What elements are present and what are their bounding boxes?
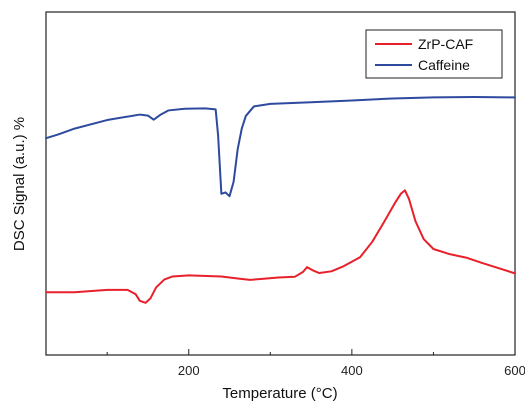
legend-label-caffeine: Caffeine xyxy=(418,57,470,73)
x-tick-label: 400 xyxy=(341,363,363,378)
x-axis-ticks xyxy=(188,349,516,355)
plot-area-frame xyxy=(45,11,516,356)
legend-label-zrp-caf: ZrP-CAF xyxy=(418,36,473,52)
x-tick-label: 600 xyxy=(504,363,525,378)
x-axis-label: Temperature (°C) xyxy=(222,385,337,402)
series-layer xyxy=(45,96,516,304)
series-line-zrp-caf xyxy=(45,189,516,304)
x-axis-tick-labels: 200 400 600 xyxy=(178,363,525,378)
legend-box xyxy=(365,29,503,79)
legend: ZrP-CAF Caffeine xyxy=(365,29,503,79)
series-line-caffeine xyxy=(45,96,516,198)
x-tick-label: 200 xyxy=(178,363,200,378)
x-axis-minor-ticks xyxy=(106,352,434,355)
y-axis-label: DSC Signal (a.u.) % xyxy=(11,117,28,251)
